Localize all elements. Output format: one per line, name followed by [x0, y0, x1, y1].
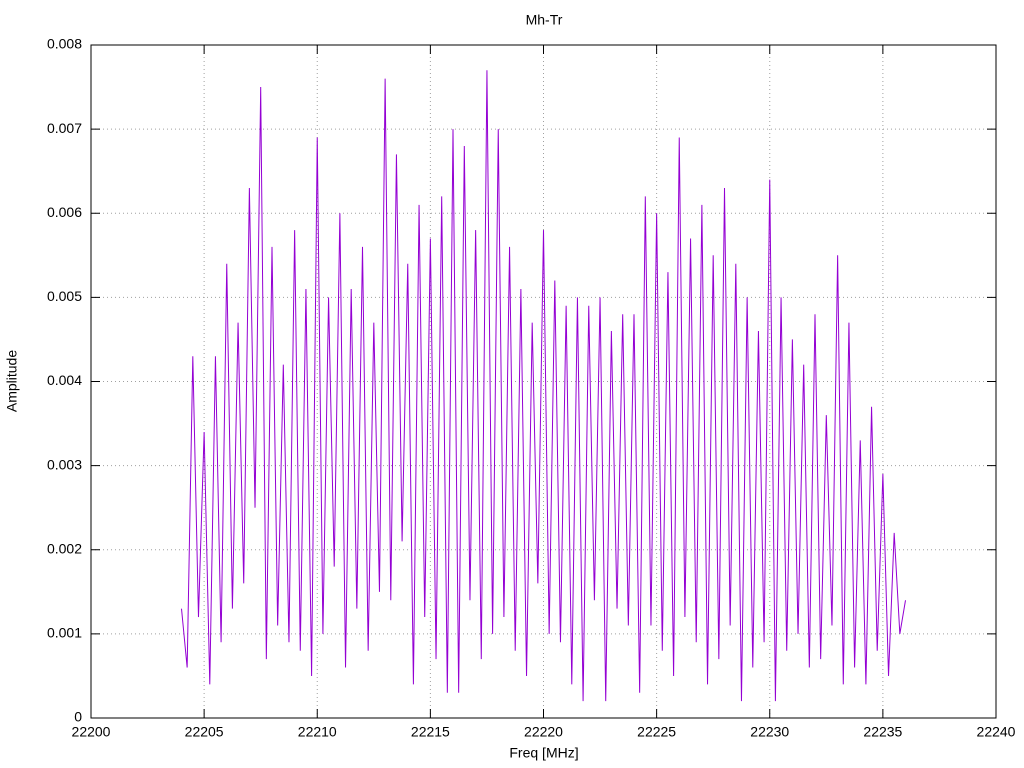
- y-tick-label: 0.002: [47, 540, 82, 556]
- x-tick-label: 22210: [298, 724, 337, 740]
- y-tick-label: 0.005: [47, 288, 82, 304]
- plot-border: [90, 44, 997, 719]
- x-tick-label: 22225: [637, 724, 676, 740]
- y-tick-label: 0.001: [47, 625, 82, 641]
- x-tick-label: 22220: [524, 724, 563, 740]
- x-tick-label: 22215: [411, 724, 450, 740]
- x-tick-label: 22235: [863, 724, 902, 740]
- y-tick-label: 0.006: [47, 204, 82, 220]
- y-tick-label: 0: [74, 709, 82, 725]
- x-tick-label: 22230: [750, 724, 789, 740]
- y-tick-label: 0.004: [47, 372, 82, 388]
- y-tick-label: 0.007: [47, 120, 82, 136]
- data-line: [181, 70, 906, 702]
- x-tick-label: 22240: [977, 724, 1016, 740]
- y-tick-label: 0.008: [47, 36, 82, 52]
- x-tick-label: 22200: [72, 724, 111, 740]
- x-axis-label: Freq [MHz]: [509, 745, 578, 761]
- chart-title: Mh-Tr: [526, 12, 563, 28]
- x-tick-label: 22205: [185, 724, 224, 740]
- y-tick-label: 0.003: [47, 456, 82, 472]
- y-axis-label: Amplitude: [4, 350, 20, 412]
